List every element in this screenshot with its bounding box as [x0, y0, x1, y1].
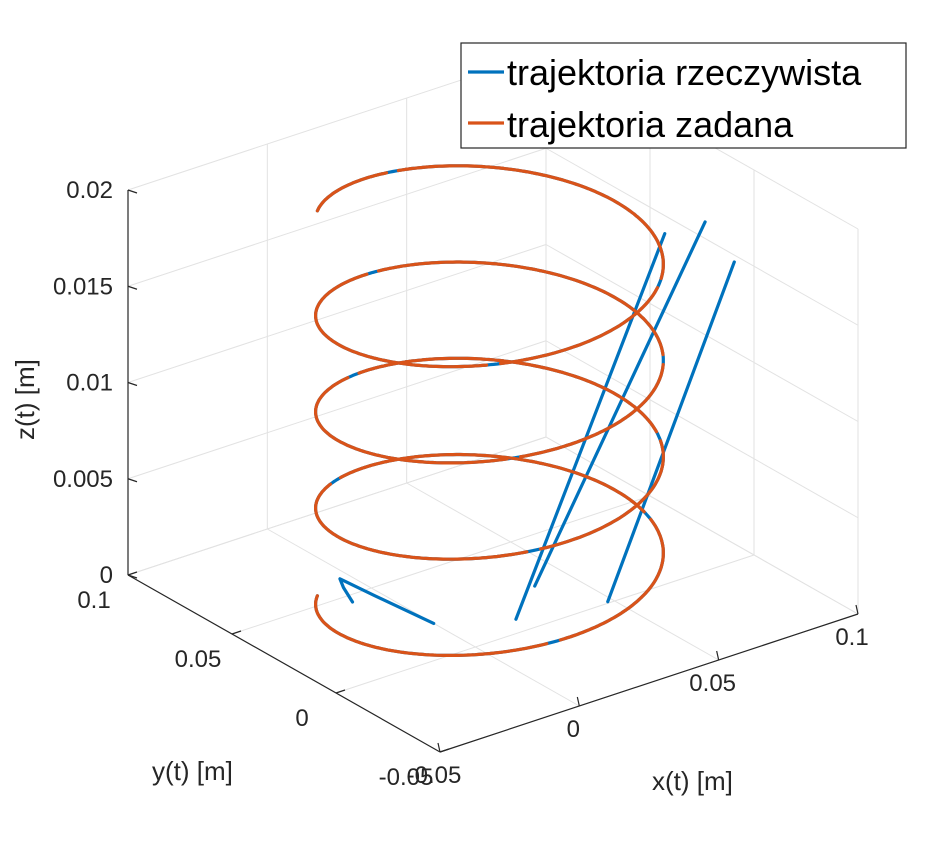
grid-line-backwall-z — [127, 244, 547, 383]
z-tick-mark — [127, 189, 138, 194]
y-tick-mark — [439, 748, 450, 753]
z-tick-label: 0.01 — [66, 370, 113, 397]
x-tick-mark — [576, 696, 580, 707]
y-tick-mark — [335, 689, 346, 694]
legend: trajektoria rzeczywista trajektoria zada… — [460, 42, 907, 149]
z-tick-mark — [127, 285, 138, 290]
grid-line-floor-x — [406, 482, 719, 661]
legend-label-actual: trajektoria rzeczywista — [507, 52, 862, 93]
z-tick-mark — [127, 381, 138, 387]
x-tick-mark — [855, 604, 859, 615]
x-tick-label: 0 — [567, 716, 580, 743]
y-axis-line — [127, 574, 441, 753]
z-tick-label: 0.02 — [66, 177, 113, 204]
grid-line-sidewall-z — [545, 436, 859, 615]
z-tick-label: 0 — [100, 562, 113, 589]
grid-line-backwall-z — [127, 436, 547, 576]
x-tick-label: 0.05 — [689, 670, 736, 697]
z-axis-label: z(t) [m] — [10, 359, 40, 440]
legend-box — [460, 42, 907, 149]
legend-label-desired: trajektoria zadana — [507, 104, 794, 145]
axis-layer — [127, 189, 859, 753]
series-actual-segment-0 — [514, 232, 667, 621]
z-tick-mark — [127, 574, 138, 579]
grid-line-sidewall-z — [545, 147, 859, 326]
z-tick-label: 0.015 — [53, 273, 113, 300]
x-tick-mark — [437, 742, 441, 753]
grid-line-backwall-z — [127, 340, 547, 480]
grid-line-floor-y — [335, 554, 755, 694]
y-tick-mark — [231, 630, 242, 635]
series-actual-start-curve — [338, 577, 436, 625]
grid-line-sidewall-z — [545, 244, 859, 422]
x-axis-label: x(t) [m] — [652, 766, 733, 796]
x-tick-label: -0.05 — [407, 762, 462, 789]
y-tick-label: 0 — [295, 705, 308, 732]
y-tick-label: -0.05 — [379, 764, 434, 791]
y-tick-mark — [127, 571, 138, 576]
series-desired-helix — [314, 164, 665, 657]
x-axis-line — [439, 613, 859, 753]
y-tick-label: 0.1 — [77, 587, 110, 614]
grid-line-floor-y — [231, 495, 651, 635]
y-axis-label: y(t) [m] — [152, 756, 233, 786]
grid-line-sidewall-z — [545, 340, 859, 519]
grid-line-backwall-z — [127, 147, 547, 287]
tick-labels: -0.0500.050.1-0.0500.050.100.0050.010.01… — [53, 177, 869, 791]
grid-layer — [127, 51, 859, 753]
series-actual-segment-1 — [533, 220, 707, 588]
x-tick-mark — [716, 650, 720, 661]
x-tick-label: 0.1 — [835, 624, 868, 651]
series-layer — [314, 164, 736, 657]
z-tick-mark — [127, 478, 138, 483]
series-actual-helix — [314, 164, 665, 657]
y-tick-label: 0.05 — [175, 646, 222, 673]
z-tick-label: 0.005 — [53, 466, 113, 493]
series-actual-segment-2 — [606, 260, 736, 604]
